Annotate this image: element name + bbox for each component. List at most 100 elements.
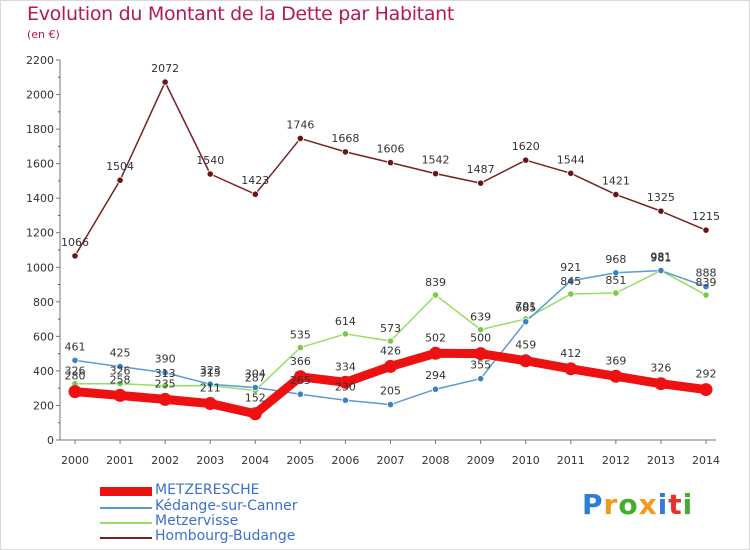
y-tick-label: 2000 — [26, 89, 54, 102]
y-tick-label: 1000 — [26, 261, 54, 274]
data-label-1: 888 — [696, 267, 717, 280]
data-label-2: 639 — [470, 311, 491, 324]
data-point-3 — [522, 156, 530, 164]
data-label-0: 459 — [515, 339, 536, 352]
x-tick-label: 2000 — [61, 454, 89, 467]
data-label-2: 326 — [110, 365, 131, 378]
data-label-0: 292 — [696, 368, 717, 381]
data-label-1: 323 — [200, 364, 221, 377]
data-label-1: 294 — [425, 369, 446, 382]
data-point-3 — [71, 252, 79, 260]
data-label-2: 839 — [696, 276, 717, 289]
x-tick-label: 2005 — [286, 454, 314, 467]
data-label-0: 369 — [605, 354, 626, 367]
data-point-3 — [161, 78, 169, 86]
data-label-3: 1066 — [61, 236, 89, 249]
data-point-3 — [206, 170, 214, 178]
data-point-2 — [386, 337, 395, 345]
proxiti-logo: Proxiti — [582, 488, 694, 521]
data-label-1: 205 — [380, 385, 401, 398]
data-point-0 — [113, 388, 127, 402]
data-point-2 — [567, 290, 575, 298]
data-label-2: 313 — [155, 367, 176, 380]
x-tick-label: 2007 — [377, 454, 405, 467]
y-tick-label: 0 — [47, 434, 54, 447]
data-label-3: 1668 — [331, 132, 359, 145]
y-tick-label: 800 — [33, 296, 54, 309]
data-point-0 — [293, 370, 307, 384]
legend-item-metzervisse: Metzervisse — [100, 513, 350, 531]
data-label-2: 326 — [65, 365, 86, 378]
data-label-3: 1215 — [692, 210, 720, 223]
y-tick-label: 1600 — [26, 158, 54, 171]
data-point-2 — [341, 330, 350, 338]
data-point-0 — [68, 385, 82, 399]
data-label-3: 1487 — [467, 163, 495, 176]
data-label-1: 685 — [515, 302, 536, 315]
data-point-0 — [158, 392, 172, 406]
data-point-1 — [71, 356, 79, 364]
data-point-0 — [338, 375, 352, 389]
data-point-1 — [612, 269, 620, 277]
data-point-1 — [522, 318, 530, 326]
data-label-1: 230 — [335, 380, 356, 393]
data-point-1 — [702, 283, 710, 291]
data-point-1 — [251, 383, 259, 392]
data-label-0: 366 — [290, 355, 311, 368]
y-tick-label: 200 — [33, 399, 54, 412]
data-label-1: 981 — [650, 251, 671, 264]
data-point-1 — [657, 266, 665, 275]
data-label-3: 1544 — [557, 153, 585, 166]
data-point-3 — [251, 190, 259, 198]
data-label-0: 280 — [65, 370, 86, 383]
y-tick-label: 600 — [33, 330, 54, 343]
data-point-2 — [116, 380, 124, 388]
x-tick-label: 2001 — [106, 454, 134, 467]
data-point-2 — [612, 289, 620, 297]
legend-item-kedange: Kédange-sur-Canner — [100, 498, 350, 516]
chart-title: Evolution du Montant de la Dette par Hab… — [27, 3, 455, 25]
data-point-2 — [431, 291, 440, 299]
data-label-1: 921 — [560, 261, 581, 274]
x-tick-label: 2004 — [241, 454, 269, 467]
x-tick-label: 2008 — [422, 454, 450, 467]
x-tick-label: 2006 — [331, 454, 359, 467]
x-tick-label: 2010 — [512, 454, 540, 467]
data-label-1: 265 — [290, 374, 311, 387]
data-label-0: 500 — [470, 332, 491, 345]
data-label-3: 1423 — [241, 174, 269, 187]
data-point-1 — [116, 362, 124, 371]
data-label-1: 461 — [65, 340, 86, 353]
data-point-1 — [341, 396, 350, 404]
data-point-1 — [431, 385, 440, 393]
x-tick-label: 2003 — [196, 454, 224, 467]
data-point-3 — [116, 176, 124, 184]
data-point-1 — [386, 400, 395, 409]
data-label-1: 425 — [110, 347, 131, 360]
legend-swatch-hombourg — [100, 537, 152, 539]
data-label-3: 1504 — [106, 160, 134, 173]
data-point-3 — [702, 226, 710, 234]
data-label-0: 412 — [560, 347, 581, 360]
data-point-1 — [161, 369, 169, 377]
legend-item-metzeresche: METZERESCHE — [100, 482, 350, 500]
y-tick-label: 400 — [33, 365, 54, 378]
data-point-1 — [206, 380, 214, 388]
data-label-2: 614 — [335, 315, 356, 328]
data-point-0 — [474, 347, 488, 361]
data-point-3 — [567, 169, 575, 177]
legend-label-kedange: Kédange-sur-Canner — [155, 498, 298, 514]
data-label-3: 1325 — [647, 191, 675, 204]
data-label-2: 851 — [605, 274, 626, 287]
series-line-3 — [74, 81, 707, 257]
data-point-3 — [477, 179, 485, 187]
data-label-3: 1542 — [422, 154, 450, 167]
legend-swatch-metzeresche — [100, 487, 152, 496]
data-label-0: 211 — [200, 382, 221, 395]
data-label-3: 2072 — [151, 62, 179, 75]
legend-label-metzeresche: METZERESCHE — [155, 482, 260, 498]
data-label-0: 152 — [245, 392, 266, 405]
y-tick-label: 1400 — [26, 192, 54, 205]
